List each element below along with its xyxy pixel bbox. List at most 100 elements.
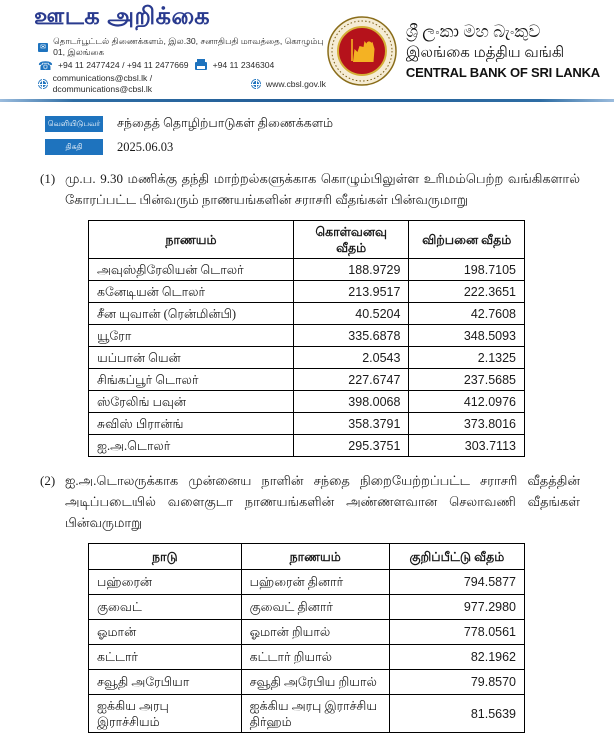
date-row: திகதி 2025.06.03: [45, 139, 614, 155]
table-cell: யப்பான் யென்: [88, 346, 294, 369]
table-header-row: நாடு நாணயம் குறிப்பீட்டு வீதம்: [88, 543, 526, 570]
table-cell: 2.1325: [408, 346, 525, 369]
table-cell: கட்டார் றியால்: [240, 644, 390, 670]
table-row: அவுஸ்திரேலியன் டொலர் 188.9729 198.7105: [88, 258, 525, 281]
table-cell: 79.8570: [388, 669, 526, 695]
table-row: கட்டார் கட்டார் றியால் 82.1962: [88, 644, 526, 670]
table-cell: 227.6747: [292, 368, 410, 391]
table-cell: 412.0976: [408, 390, 525, 413]
column-header: நாணயம்: [88, 220, 294, 259]
table-cell: 977.2980: [388, 594, 526, 620]
printer-icon: [194, 58, 207, 70]
table-cell: 222.3651: [408, 280, 525, 303]
table-cell: ஓமான்: [88, 619, 242, 645]
lion-emblem: [351, 39, 375, 62]
table-row: சிங்கப்பூர் டொலர் 227.6747 237.5685: [88, 368, 525, 391]
table-row: கனேடியன் டொலர் 213.9517 222.3651: [88, 280, 525, 303]
table-cell: அவுஸ்திரேலியன் டொலர்: [88, 258, 294, 281]
table-cell: 237.5685: [408, 368, 525, 391]
table-cell: 82.1962: [388, 644, 526, 670]
table-cell: ஐக்கிய அரபு இராச்சியம்: [88, 694, 242, 733]
page-header: ஊடக அறிக்கை ✉ தொடர்பூட்டல் திணைக்களம், இ…: [0, 0, 614, 97]
table-cell: 213.9517: [292, 280, 410, 303]
press-release-title: ஊடக அறிக்கை: [34, 3, 211, 30]
table-cell: 198.7105: [408, 258, 525, 281]
table-cell: சிங்கப்பூர் டொலர்: [88, 368, 294, 391]
paragraph-2-number: (2): [40, 473, 56, 488]
contact-fax: +94 11 2346304: [212, 60, 275, 70]
table-cell: 295.3751: [292, 434, 410, 457]
column-header: விற்பனை வீதம்: [408, 220, 525, 259]
table-cell: 348.5093: [408, 324, 525, 347]
table-cell: 2.0543: [292, 346, 410, 369]
bank-names: ශ්‍රී ලංකා මහ බැංකුව இலங்கை மத்திய வங்கி…: [406, 22, 600, 80]
issued-by-label: வெளியிடுபவர்: [45, 116, 103, 132]
table-cell: சவூதி அரேபிய றியால்: [240, 669, 390, 695]
phone-icon: ☎: [38, 58, 53, 73]
table-cell: 303.7113: [408, 434, 525, 457]
release-info: வெளியிடுபவர் சந்தைத் தொழிற்பாடுகள் திணைக…: [0, 102, 614, 155]
table-row: ஐக்கிய அரபு இராச்சியம் ஐக்கிய அரபு இராச்ச…: [88, 694, 526, 733]
table-cell: சீன யுவான் (ரென்மின்பி): [88, 302, 294, 325]
table-row: யப்பான் யென் 2.0543 2.1325: [88, 346, 525, 369]
email-globe-icon: [38, 79, 48, 89]
table-cell: 81.5639: [388, 694, 526, 733]
table-cell: 42.7608: [408, 302, 525, 325]
table-cell: குவைட் தினார்: [240, 594, 390, 620]
table-cell: ஐ.அ.டொலர்: [88, 434, 294, 457]
table-cell: பஹ்ரைன்: [88, 569, 242, 595]
paragraph-1-text: மு.ப. 9.30 மணிக்கு தந்தி மாற்றல்களுக்காக…: [65, 171, 580, 207]
website-globe-icon: [251, 79, 261, 89]
column-header: நாணயம்: [240, 543, 390, 570]
table-row: குவைட் குவைட் தினார் 977.2980: [88, 594, 526, 620]
table-cell: 778.0561: [388, 619, 526, 645]
table-row: ஓமான் ஓமான் றியால் 778.0561: [88, 619, 526, 645]
gulf-currency-rates-table: நாடு நாணயம் குறிப்பீட்டு வீதம் பஹ்ரைன் பஹ்ரை…: [88, 543, 526, 733]
table-row: ஐ.அ.டொலர் 295.3751 303.7113: [88, 434, 525, 457]
document-body: (1) மு.ப. 9.30 மணிக்கு தந்தி மாற்றல்களுக…: [0, 168, 614, 734]
table-row: சவூதி அரேபியா சவூதி அரேபிய றியால் 79.8570: [88, 669, 526, 695]
paragraph-1-number: (1): [40, 171, 56, 186]
column-header: நாடு: [88, 543, 242, 570]
table-cell: சவூதி அரேபியா: [88, 669, 242, 695]
table-cell: கனேடியன் டொலர்: [88, 280, 294, 303]
table-cell: 373.8016: [408, 412, 525, 435]
table-row: சீன யுவான் (ரென்மின்பி) 40.5204 42.7608: [88, 302, 525, 325]
table-header-row: நாணயம் கொள்வனவு வீதம் விற்பனை வீதம்: [88, 220, 525, 259]
date-value: 2025.06.03: [117, 139, 174, 154]
contact-phones: +94 11 2477424 / +94 11 2477669: [57, 60, 189, 70]
contact-emails: communications@cbsl.lk / dcommunications…: [52, 73, 153, 94]
table-cell: 188.9729: [292, 258, 410, 281]
contact-website: www.cbsl.gov.lk: [265, 78, 326, 89]
contact-web-line: communications@cbsl.lk / dcommunications…: [38, 73, 326, 95]
bank-name-english: CENTRAL BANK OF SRI LANKA: [405, 65, 600, 80]
table-cell: 40.5204: [292, 302, 410, 325]
table-cell: சுவிஸ் பிரான்ங்: [88, 412, 294, 435]
bank-identity: ශ්‍රී ලංකා මහ බැංකුව இலங்கை மத்திய வங்கி…: [326, 3, 600, 97]
issued-by-value: சந்தைத் தொழிற்பாடுகள் திணைக்களம்: [117, 116, 334, 130]
table-cell: ஸ்ரேலிங் பவுன்: [88, 390, 294, 413]
table-cell: 335.6878: [292, 324, 410, 347]
paragraph-2-text: ஐ.அ.டொலருக்காக முன்னைய நாளின் சந்தை நிறை…: [65, 473, 580, 530]
table-cell: ஓமான் றியால்: [240, 619, 390, 645]
contact-address: தொடர்பூட்டல் திணைக்களம், இல.30, சனாதிபதி…: [53, 36, 324, 57]
table-cell: 794.5877: [388, 569, 526, 595]
bank-name-tamil: இலங்கை மத்திய வங்கி: [405, 45, 565, 61]
telegraphic-rates-table: நாணயம் கொள்வனவு வீதம் விற்பனை வீதம் அவுஸ்தி…: [88, 220, 525, 457]
table-row: ஸ்ரேலிங் பவுன் 398.0068 412.0976: [88, 390, 525, 413]
header-divider: [0, 99, 614, 102]
column-header: குறிப்பீட்டு வீதம்: [388, 543, 526, 570]
table-cell: 358.3791: [292, 412, 410, 435]
paragraph-2: (2) ஐ.அ.டொலருக்காக முன்னைய நாளின் சந்தை …: [40, 470, 580, 533]
table-cell: 398.0068: [292, 390, 410, 413]
issued-by-row: வெளியிடுபவர் சந்தைத் தொழிற்பாடுகள் திணைக…: [45, 116, 614, 132]
bank-name-sinhala: ශ්‍රී ලංකා මහ බැංකුව: [405, 22, 541, 41]
table-cell: கட்டார்: [88, 644, 242, 670]
table-row: சுவிஸ் பிரான்ங் 358.3791 373.8016: [88, 412, 525, 435]
paragraph-1: (1) மு.ப. 9.30 மணிக்கு தந்தி மாற்றல்களுக…: [40, 168, 580, 210]
table-cell: குவைட்: [88, 594, 242, 620]
envelope-icon: ✉: [38, 42, 49, 52]
date-label: திகதி: [45, 139, 103, 155]
column-header: கொள்வனவு வீதம்: [292, 220, 410, 259]
table-row: யூரோ 335.6878 348.5093: [88, 324, 525, 347]
